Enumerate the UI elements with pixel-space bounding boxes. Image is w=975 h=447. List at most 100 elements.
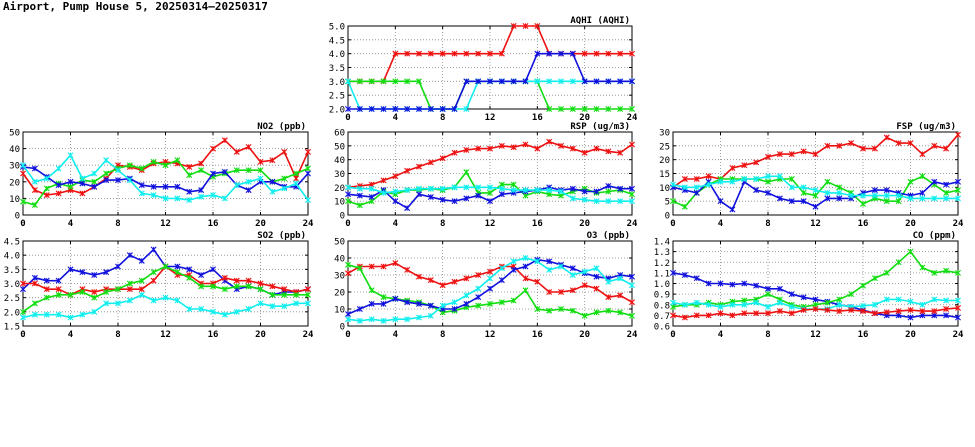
data-point-red xyxy=(43,192,50,199)
data-point-blue xyxy=(162,183,169,190)
data-point-red xyxy=(705,173,712,180)
data-point-green xyxy=(836,296,843,303)
data-point-green xyxy=(305,291,311,298)
data-point-red xyxy=(55,190,62,197)
data-point-cyan xyxy=(55,311,62,318)
data-point-cyan xyxy=(498,185,505,192)
data-point-blue xyxy=(79,269,86,276)
data-point-green xyxy=(150,158,157,165)
data-point-blue xyxy=(245,187,252,194)
data-point-red xyxy=(20,170,26,177)
data-point-blue xyxy=(581,78,588,85)
data-point-cyan xyxy=(150,192,157,199)
data-point-green xyxy=(593,309,600,316)
x-tick-label: 16 xyxy=(208,330,219,340)
data-point-red xyxy=(510,144,517,151)
data-point-blue xyxy=(55,182,62,189)
data-point-red xyxy=(871,310,878,317)
data-point-cyan xyxy=(138,190,145,197)
data-point-blue xyxy=(955,178,961,185)
data-point-red xyxy=(475,145,482,152)
data-point-red xyxy=(233,277,240,284)
y-tick-label: 10 xyxy=(9,195,20,205)
data-point-red xyxy=(617,50,624,57)
data-point-cyan xyxy=(293,180,300,187)
data-point-red xyxy=(788,310,795,317)
data-point-red xyxy=(305,286,311,293)
x-tick-label: 12 xyxy=(810,219,821,229)
data-point-cyan xyxy=(245,306,252,312)
data-point-cyan xyxy=(416,185,422,192)
y-tick-label: 0.9 xyxy=(654,291,670,301)
data-point-cyan xyxy=(629,282,635,289)
data-point-red xyxy=(269,283,276,290)
data-point-blue xyxy=(522,263,529,270)
data-point-green xyxy=(463,169,470,176)
y-tick-label: 2.5 xyxy=(329,92,345,102)
data-point-cyan xyxy=(126,297,133,304)
data-point-red xyxy=(776,151,783,158)
data-point-cyan xyxy=(955,195,961,202)
x-tick-label: 16 xyxy=(208,219,219,229)
x-tick-label: 12 xyxy=(810,330,821,340)
data-point-red xyxy=(79,190,86,197)
data-point-cyan xyxy=(693,184,700,191)
page-title: Airport, Pump House 5, 20250314–20250317 xyxy=(3,0,268,13)
data-point-red xyxy=(617,292,624,299)
data-point-red xyxy=(245,143,252,150)
data-point-red xyxy=(836,142,843,149)
data-point-cyan xyxy=(392,188,399,195)
data-point-green xyxy=(31,300,38,307)
data-point-blue xyxy=(427,106,434,112)
data-point-cyan xyxy=(546,187,553,194)
data-point-cyan xyxy=(162,294,169,301)
y-tick-label: 4.5 xyxy=(4,238,20,248)
data-point-green xyxy=(115,286,121,293)
data-point-red xyxy=(883,309,890,316)
data-point-blue xyxy=(629,273,635,280)
data-point-cyan xyxy=(150,297,157,304)
data-point-blue xyxy=(510,78,517,85)
data-point-blue xyxy=(103,177,110,184)
y-tick-label: 0.8 xyxy=(654,301,670,311)
data-point-green xyxy=(605,188,612,195)
data-point-green xyxy=(919,264,926,271)
data-point-red xyxy=(522,141,529,148)
data-point-blue xyxy=(31,165,38,172)
data-point-cyan xyxy=(305,300,311,307)
data-point-blue xyxy=(487,198,493,205)
data-point-green xyxy=(907,248,914,255)
y-tick-label: 0.7 xyxy=(654,312,670,322)
data-point-blue xyxy=(115,263,121,270)
data-point-green xyxy=(605,307,612,314)
data-point-blue xyxy=(126,252,133,259)
data-point-red xyxy=(534,278,541,285)
x-tick-label: 4 xyxy=(68,219,74,229)
data-point-cyan xyxy=(451,299,458,306)
data-point-cyan xyxy=(907,298,914,305)
data-point-cyan xyxy=(895,296,902,303)
data-point-cyan xyxy=(765,303,771,310)
data-point-blue xyxy=(345,311,351,318)
data-point-cyan xyxy=(581,196,588,203)
data-point-blue xyxy=(800,198,807,205)
data-point-blue xyxy=(629,185,635,192)
series-blue xyxy=(345,50,635,112)
data-point-blue xyxy=(776,285,783,292)
data-point-green xyxy=(812,192,819,199)
data-point-cyan xyxy=(729,301,736,308)
data-point-red xyxy=(345,270,351,277)
data-point-red xyxy=(800,307,807,314)
data-point-blue xyxy=(617,78,624,85)
data-point-cyan xyxy=(860,192,866,199)
data-point-blue xyxy=(79,180,86,187)
data-point-cyan xyxy=(581,268,588,275)
data-point-cyan xyxy=(115,167,121,174)
data-point-red xyxy=(895,308,902,315)
data-point-blue xyxy=(498,191,505,198)
data-point-green xyxy=(581,106,588,112)
x-tick-label: 16 xyxy=(858,330,869,340)
data-point-green xyxy=(281,175,288,182)
data-point-blue xyxy=(475,294,482,301)
y-tick-label: 40 xyxy=(9,145,20,155)
